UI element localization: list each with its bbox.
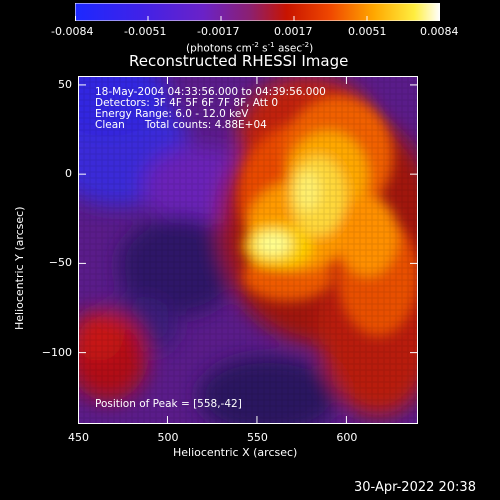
annotation-time-range: 18-May-2004 04:33:56.000 to 04:39:56.000 (95, 86, 326, 98)
x-axis-label: Heliocentric X (arcsec) (173, 446, 298, 459)
colorbar-unit-label: (photons cm-2 s-1 asec-2) (186, 41, 314, 55)
colorbar-tick-label: -0.0017 (197, 25, 240, 38)
x-tick-label: 450 (68, 431, 89, 444)
y-tick-label: −100 (41, 345, 72, 359)
colorbar-tick-label: -0.0051 (124, 25, 167, 38)
colorbar-tick-label: 0.0051 (348, 25, 387, 38)
chart-title: Reconstructed RHESSI Image (129, 52, 349, 70)
y-tick-label: 50 (58, 77, 72, 91)
annotation-energy-range: Energy Range: 6.0 - 12.0 keV (95, 108, 249, 120)
annotation-detectors: Detectors: 3F 4F 5F 6F 7F 8F, Att 0 (95, 97, 279, 109)
x-tick-label: 550 (246, 431, 268, 444)
y-axis-label: Heliocentric Y (arcsec) (13, 206, 26, 330)
colorbar-tick-label: 0.0017 (274, 25, 313, 38)
x-tick-label: 600 (336, 431, 358, 444)
y-tick-label: 0 (65, 167, 72, 181)
annotation-clean-counts: Clean Total counts: 4.88E+04 (95, 119, 267, 131)
colorbar-tick-label: -0.0084 (51, 25, 94, 38)
image-annotations: 18-May-2004 04:33:56.000 to 04:39:56.000… (95, 87, 326, 131)
rhessi-image (78, 76, 418, 424)
colorbar (75, 3, 440, 21)
plot-frame (78, 76, 418, 424)
peak-position-label: Position of Peak = [558,-42] (95, 398, 242, 410)
colorbar-tick-label: 0.0084 (420, 25, 459, 38)
y-tick-label: −50 (48, 256, 72, 270)
footer-date: 30-Apr-2022 20:38 (354, 480, 476, 495)
x-tick-label: 500 (157, 431, 179, 444)
